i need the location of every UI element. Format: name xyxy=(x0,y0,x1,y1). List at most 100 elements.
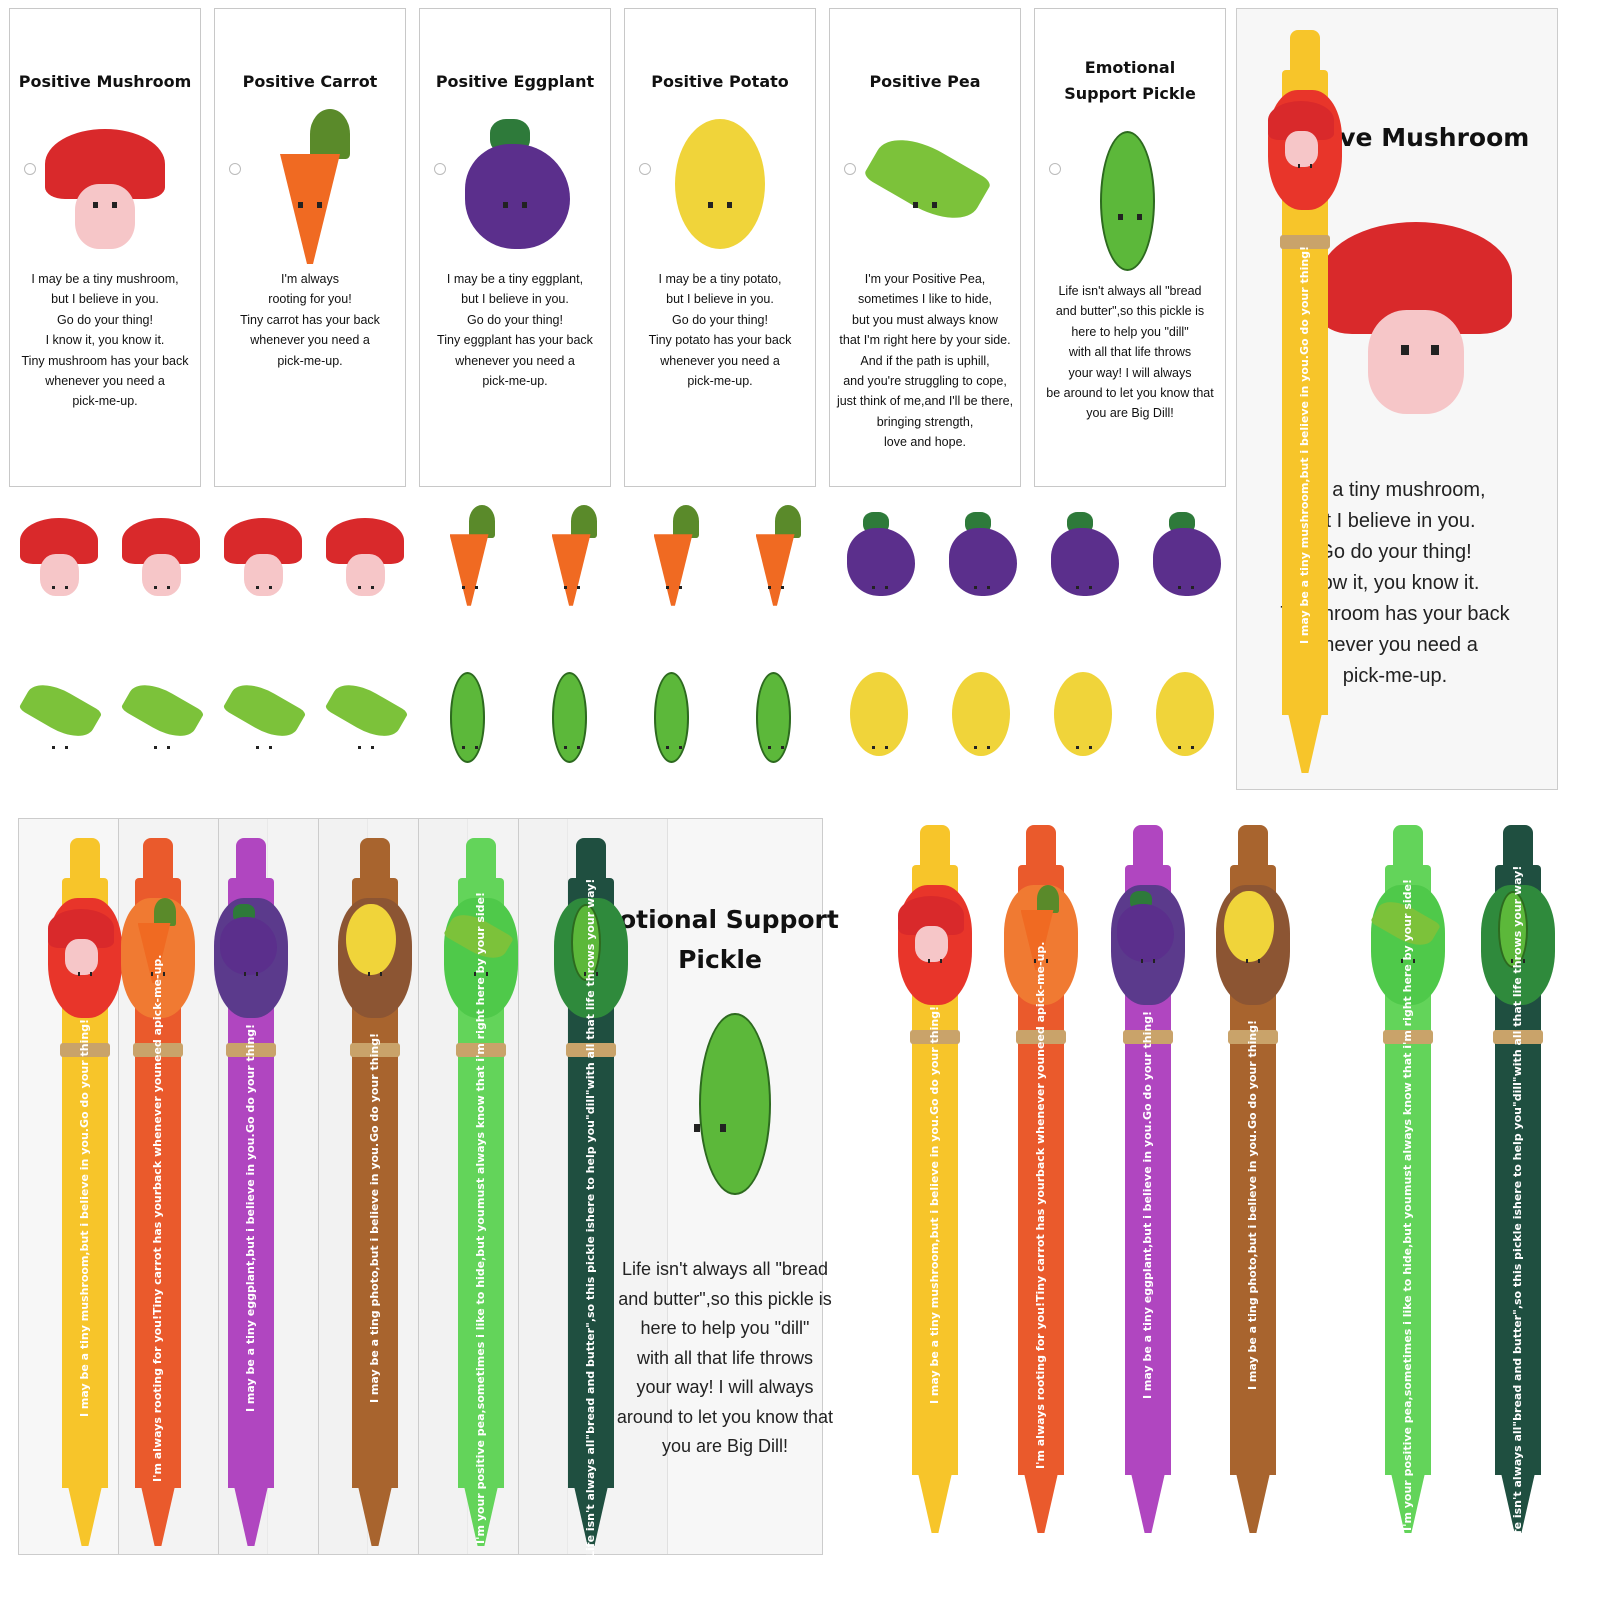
pen-tip xyxy=(1024,1473,1058,1533)
card-message: I may be a tiny potato, but I believe in… xyxy=(648,272,792,389)
face-eyes xyxy=(358,745,374,750)
pickle-illustration xyxy=(1070,121,1190,271)
pen-mushroom: I may be a tiny mushroom,but i believe i… xyxy=(48,838,122,1548)
pen-message-line2: must always know that i'm right here by … xyxy=(474,892,487,1210)
pen-message-line1: I'm always rooting for you!Tiny carrot h… xyxy=(1034,1176,1047,1469)
pen-band xyxy=(910,1030,960,1044)
pen-tip xyxy=(1131,1473,1165,1533)
pen-eggplant: I may be a tiny eggplant,but i believe i… xyxy=(214,838,288,1548)
eggplant-body xyxy=(1050,527,1119,596)
face-eyes xyxy=(503,202,527,208)
pen-message-line1: I may be a tiny mushroom,but i believe i… xyxy=(928,1115,941,1405)
pea-pod xyxy=(862,124,993,234)
charm-pea xyxy=(18,665,103,795)
mushroom-stem xyxy=(64,939,98,975)
pickle-body xyxy=(699,1013,771,1195)
face-eyes xyxy=(913,202,937,208)
carrot-root xyxy=(449,534,489,606)
pen-message: I may be a ting photo,but i believe in y… xyxy=(352,1008,398,1428)
pen-tip xyxy=(1288,713,1322,773)
pen-message: Life isn't always all"bread and butter",… xyxy=(568,878,614,1557)
pen-mushroom: I may be a tiny mushroom,but i believe i… xyxy=(1268,30,1342,775)
pea-pod xyxy=(324,674,409,747)
carrot-leaves xyxy=(673,505,699,538)
card-title: Positive Carrot xyxy=(242,72,378,91)
pen-message-line1: I'm always rooting for you!Tiny carrot h… xyxy=(151,1189,164,1482)
carrot-leaves xyxy=(1037,885,1059,913)
pen-message: I'm your positive pea,sometimes i like t… xyxy=(1385,879,1431,1531)
charm-carrot xyxy=(532,505,612,635)
package-pickle-art xyxy=(660,1000,771,1200)
carrot-root xyxy=(755,534,795,606)
pen-message-line2: Go do your thing! xyxy=(928,1005,941,1116)
pen-band xyxy=(133,1043,183,1057)
card-message: I may be a tiny eggplant, but I believe … xyxy=(437,272,593,389)
face-eyes xyxy=(768,745,784,750)
pen-eggplant: I may be a tiny eggplant,but i believe i… xyxy=(1111,825,1185,1535)
pen-tip xyxy=(234,1486,268,1546)
face-eyes xyxy=(151,972,165,976)
pen-tip xyxy=(918,1473,952,1533)
potato-body xyxy=(346,903,396,975)
card-title: Positive Mushroom xyxy=(18,72,192,91)
face-eyes xyxy=(872,745,888,750)
charm-eggplant xyxy=(840,505,920,635)
package-card-text: Life isn't always all "bread and butter"… xyxy=(616,1259,834,1456)
pen-band xyxy=(1123,1030,1173,1044)
charm-pea xyxy=(120,665,205,795)
eggplant-body xyxy=(219,917,278,975)
face-eyes xyxy=(256,745,272,750)
potato-illustration xyxy=(660,109,780,259)
face-eyes xyxy=(462,745,478,750)
potato-body xyxy=(1224,890,1274,962)
face-eyes xyxy=(1178,745,1194,750)
face-eyes xyxy=(928,959,942,963)
face-eyes xyxy=(1034,959,1048,963)
mushroom-topper xyxy=(1268,90,1342,210)
mushroom-stem xyxy=(1368,310,1464,414)
charm-mushroom xyxy=(326,505,406,635)
charm-potato xyxy=(1146,665,1226,795)
card-title: Positive Potato xyxy=(651,72,789,91)
mushroom-stem xyxy=(914,926,948,962)
face-eyes xyxy=(1401,959,1415,963)
pen-message-line2: Go do your thing! xyxy=(368,1033,381,1143)
pen-message: I may be a ting photo,but i believe in y… xyxy=(1230,995,1276,1415)
pen-message-line1: I may be a tiny eggplant,but i believe i… xyxy=(1141,1120,1154,1399)
carrot-topper xyxy=(121,898,195,1018)
pen-message-line1: I may be a ting photo,but i believe in y… xyxy=(1246,1129,1259,1390)
pickle-body xyxy=(551,671,588,763)
carrot-leaves xyxy=(469,505,495,538)
pen-mushroom: I may be a tiny mushroom,but i believe i… xyxy=(898,825,972,1535)
face-eyes xyxy=(474,972,488,976)
pickle-topper xyxy=(1481,885,1555,1005)
pea-pod xyxy=(222,674,307,747)
card-pea: Positive Pea I'm your Positive Pea, somet… xyxy=(829,8,1021,487)
pen-message-line1: Life isn't always all"bread and butter",… xyxy=(584,1221,597,1558)
charm-potato xyxy=(840,665,920,795)
card-message: I may be a tiny mushroom, but I believe … xyxy=(21,272,189,409)
face-eyes xyxy=(564,745,580,750)
carrot-leaves xyxy=(775,505,801,538)
mushroom-stem xyxy=(243,553,283,596)
pen-message-line1: I may be a tiny mushroom,but i believe i… xyxy=(1298,355,1311,645)
pea-topper xyxy=(442,898,518,1018)
face-eyes xyxy=(1511,959,1525,963)
face-eyes xyxy=(244,972,258,976)
face-eyes xyxy=(564,585,580,590)
pen-carrot: I'm always rooting for you!Tiny carrot h… xyxy=(121,838,195,1548)
hang-hole xyxy=(434,163,446,175)
face-eyes xyxy=(1178,585,1194,590)
charm-pickle xyxy=(736,665,816,795)
carrot-leaves xyxy=(571,505,597,538)
carrot-leaves xyxy=(154,898,176,926)
pen-band xyxy=(1280,235,1330,249)
eggplant-body xyxy=(846,527,915,596)
face-eyes xyxy=(1298,164,1312,168)
pen-message-line1: I may be a ting photo,but i believe in y… xyxy=(368,1142,381,1403)
face-eyes xyxy=(358,585,374,590)
pea-pod xyxy=(120,674,205,747)
charm-pea xyxy=(324,665,409,795)
eggplant-body xyxy=(948,527,1017,596)
eggplant-topper xyxy=(1111,885,1185,1005)
